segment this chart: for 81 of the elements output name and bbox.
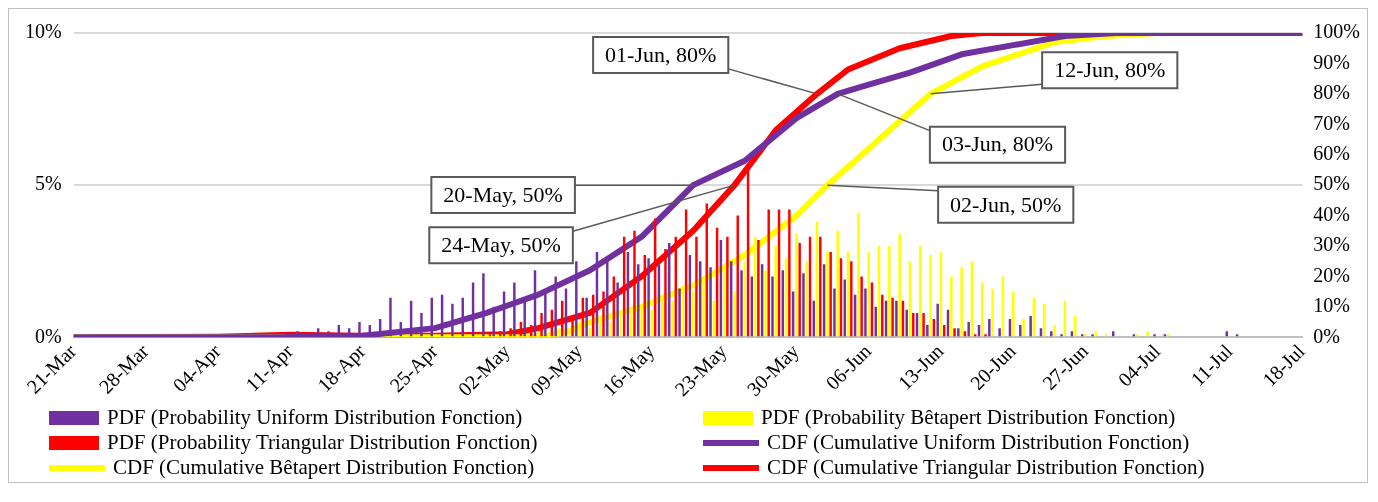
- bar: [733, 291, 736, 337]
- bar: [757, 239, 760, 337]
- y2-tick-label: 20%: [1313, 263, 1351, 286]
- bar: [647, 258, 650, 337]
- bar: [740, 270, 743, 337]
- bar: [936, 303, 939, 337]
- legend-label: PDF (Probability Uniform Distribution Fonction): [107, 405, 523, 430]
- bar: [802, 273, 805, 337]
- bar: [919, 245, 922, 337]
- bar: [695, 236, 698, 337]
- annotation: 20-May, 50%: [443, 181, 563, 207]
- bar: [960, 267, 963, 337]
- bar: [795, 233, 798, 337]
- bar: [767, 209, 770, 337]
- bar: [1019, 325, 1022, 337]
- bar: [860, 276, 863, 337]
- bar: [926, 325, 929, 337]
- bar: [953, 328, 956, 337]
- bar: [950, 276, 953, 337]
- y2-tick-label: 70%: [1313, 111, 1351, 134]
- bar: [929, 255, 932, 337]
- bar: [1053, 325, 1056, 337]
- annotation: 02-Jun, 50%: [950, 191, 1062, 217]
- bar: [922, 312, 925, 337]
- legend-label: PDF (Probability Bêtapert Distribution Fonction): [761, 405, 1176, 430]
- bar: [709, 267, 712, 337]
- bar: [678, 288, 681, 337]
- y-tick-label: 5%: [34, 172, 62, 195]
- bar: [850, 261, 853, 337]
- legend-label: PDF (Probability Triangular Distribution Fonction): [107, 430, 538, 455]
- y2-tick-label: 80%: [1313, 81, 1351, 104]
- bar: [764, 270, 767, 337]
- bar: [788, 209, 791, 337]
- bar: [1091, 334, 1094, 337]
- bar: [609, 322, 612, 337]
- legend-label: CDF (Cumulative Uniform Distribution Fonction): [767, 430, 1190, 455]
- bar: [895, 300, 898, 337]
- y2-tick-label: 60%: [1313, 141, 1351, 164]
- bar: [888, 245, 891, 337]
- bar: [857, 212, 860, 337]
- y2-tick-label: 30%: [1313, 233, 1351, 256]
- bar: [967, 322, 970, 337]
- bar: [585, 297, 588, 337]
- bar: [836, 230, 839, 337]
- bar: [957, 328, 960, 337]
- bar: [671, 300, 674, 337]
- bar: [819, 236, 822, 337]
- annotation: 03-Jun, 80%: [941, 131, 1054, 157]
- bar: [1153, 334, 1156, 337]
- y2-tick-label: 100%: [1313, 20, 1361, 43]
- bar: [726, 236, 729, 337]
- bar: [1060, 334, 1063, 337]
- annotation: 12-Jun, 80%: [1054, 56, 1166, 82]
- y2-tick-label: 40%: [1313, 202, 1351, 225]
- bar: [881, 294, 884, 337]
- bar: [998, 328, 1001, 337]
- bar: [616, 282, 619, 337]
- bar: [991, 288, 994, 337]
- bar: [1022, 319, 1025, 337]
- y2-tick-label: 90%: [1313, 50, 1351, 73]
- bar: [771, 276, 774, 337]
- bar: [905, 309, 908, 337]
- y-tick-label: 10%: [24, 20, 62, 43]
- y2-tick-label: 50%: [1313, 172, 1351, 195]
- bar: [1146, 331, 1149, 337]
- y-tick-label: 0%: [34, 324, 62, 347]
- bar: [988, 319, 991, 337]
- bar: [833, 288, 836, 337]
- bar: [898, 233, 901, 337]
- bar: [864, 288, 867, 337]
- bar: [1029, 315, 1032, 337]
- bar: [867, 252, 870, 337]
- legend-label: CDF (Cumulative Triangular Distribution Fonction): [767, 455, 1205, 480]
- annotation: 24-May, 50%: [441, 232, 561, 258]
- bar: [891, 297, 894, 337]
- bar: [798, 242, 801, 337]
- y2-tick-label: 10%: [1313, 294, 1351, 317]
- annotation: 01-Jun, 80%: [605, 41, 717, 67]
- legend-label: CDF (Cumulative Bêtapert Distribution Fonction): [113, 455, 535, 480]
- bar: [984, 334, 987, 337]
- y2-tick-label: 0%: [1313, 324, 1341, 347]
